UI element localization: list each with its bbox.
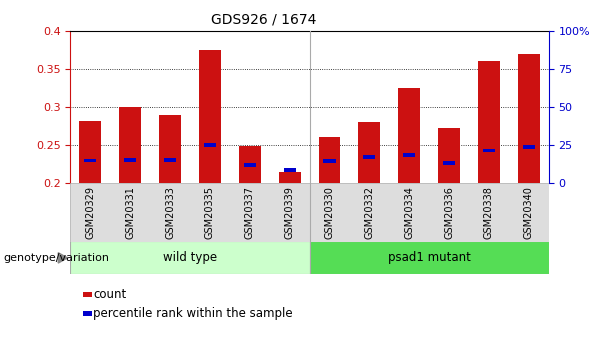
Bar <box>80 121 101 183</box>
Text: percentile rank within the sample: percentile rank within the sample <box>93 307 293 319</box>
Text: wild type: wild type <box>163 252 217 264</box>
Bar <box>359 122 380 183</box>
Text: GSM20334: GSM20334 <box>404 186 414 239</box>
Text: GSM20338: GSM20338 <box>484 186 494 239</box>
Bar <box>324 159 335 163</box>
Bar <box>244 163 256 167</box>
Text: count: count <box>93 288 127 300</box>
Bar <box>239 146 261 183</box>
Bar <box>85 159 96 162</box>
Text: genotype/variation: genotype/variation <box>3 253 109 263</box>
Bar <box>518 54 539 183</box>
Bar <box>478 61 500 183</box>
Text: GSM20336: GSM20336 <box>444 186 454 239</box>
Text: GSM20331: GSM20331 <box>125 186 135 239</box>
Text: GDS926 / 1674: GDS926 / 1674 <box>211 12 316 26</box>
Bar <box>204 144 216 147</box>
Text: GSM20330: GSM20330 <box>324 186 335 239</box>
Bar <box>120 107 141 183</box>
Text: GSM20329: GSM20329 <box>85 186 96 239</box>
Bar <box>319 137 340 183</box>
Bar <box>164 158 176 161</box>
Bar <box>199 50 221 183</box>
Bar <box>438 128 460 183</box>
Bar <box>279 172 300 183</box>
Bar <box>443 161 455 165</box>
Text: GSM20332: GSM20332 <box>364 186 375 239</box>
Text: psad1 mutant: psad1 mutant <box>387 252 471 264</box>
Bar <box>523 145 535 149</box>
Text: GSM20340: GSM20340 <box>524 186 534 239</box>
FancyBboxPatch shape <box>310 241 549 274</box>
Bar <box>483 149 495 152</box>
Bar <box>398 88 420 183</box>
FancyBboxPatch shape <box>70 183 549 242</box>
Text: GSM20335: GSM20335 <box>205 186 215 239</box>
Bar <box>159 115 181 183</box>
Bar <box>124 158 136 161</box>
Text: GSM20333: GSM20333 <box>165 186 175 239</box>
Bar <box>364 155 375 159</box>
Text: GSM20339: GSM20339 <box>284 186 295 239</box>
Bar <box>284 168 295 172</box>
Text: GSM20337: GSM20337 <box>245 186 255 239</box>
FancyBboxPatch shape <box>70 241 310 274</box>
Bar <box>403 153 415 157</box>
